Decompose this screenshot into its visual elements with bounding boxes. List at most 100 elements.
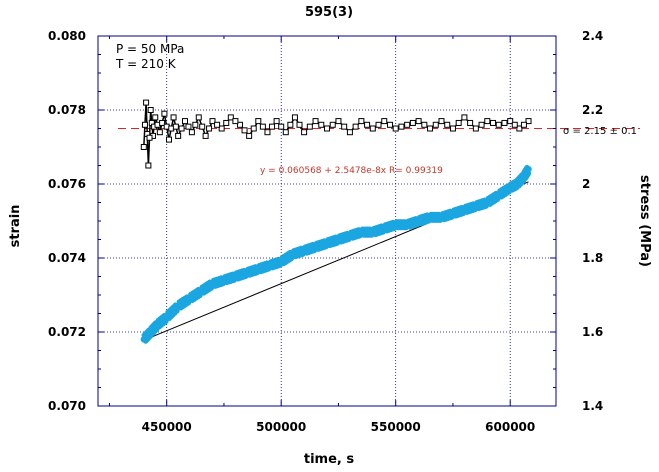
stress-point xyxy=(159,119,166,126)
x-axis-title: time, s xyxy=(304,452,354,467)
strain-point xyxy=(495,196,501,202)
stress-point xyxy=(346,129,353,136)
mean-stress-label: σ = 2.15 ± 0.1 xyxy=(563,126,637,137)
stress-point xyxy=(152,114,159,121)
strain-point xyxy=(163,318,169,325)
stress-point xyxy=(449,125,456,132)
stress-point xyxy=(223,119,230,126)
stress-point xyxy=(461,114,468,121)
stress-point xyxy=(324,125,330,132)
stress-point xyxy=(227,114,234,121)
stress-point xyxy=(199,123,206,130)
stress-point xyxy=(472,125,479,132)
stress-point xyxy=(156,129,163,136)
stress-point xyxy=(427,125,434,132)
stress-point xyxy=(209,118,216,125)
stress-point xyxy=(312,118,319,125)
stress-point xyxy=(278,123,285,130)
grid xyxy=(98,36,556,406)
strain-point xyxy=(357,233,363,239)
stress-point xyxy=(165,136,172,143)
x-axis: 450000 500000 550000 600000 xyxy=(108,36,535,434)
stress-point xyxy=(381,118,388,125)
y-right-tick-label: 1.6 xyxy=(582,325,603,339)
stress-point xyxy=(341,123,348,130)
stress-point xyxy=(259,123,266,130)
strain-point xyxy=(369,232,375,238)
stress-point xyxy=(241,127,248,134)
stress-point xyxy=(421,121,428,128)
stress-point xyxy=(352,123,359,130)
stress-point xyxy=(182,118,189,125)
stress-point xyxy=(218,125,225,132)
y-axis-left: 0.070 0.072 0.074 0.076 0.078 0.080 xyxy=(48,29,104,413)
stress-point xyxy=(364,121,371,128)
stress-point xyxy=(206,125,213,132)
fit-equation-label: y = 0.060568 + 2.5478e-8x R= 0.99319 xyxy=(260,166,443,176)
stress-point xyxy=(185,123,192,130)
y-left-tick-label: 0.074 xyxy=(48,251,86,265)
stress-point xyxy=(335,118,342,125)
stress-point xyxy=(188,129,195,136)
stress-point xyxy=(214,121,221,128)
stress-point xyxy=(409,119,416,126)
stress-point xyxy=(369,125,376,132)
stress-point xyxy=(291,114,298,121)
stress-point xyxy=(195,114,202,121)
y-right-tick-label: 2.4 xyxy=(582,29,603,43)
stress-point xyxy=(501,119,508,126)
stress-point xyxy=(140,144,147,150)
stress-series xyxy=(140,99,532,169)
stress-point xyxy=(404,121,411,128)
stress-point xyxy=(236,121,243,128)
stress-point xyxy=(147,107,154,113)
y-left-tick-label: 0.072 xyxy=(48,325,86,339)
strain-point xyxy=(403,225,409,231)
stress-point xyxy=(301,129,308,136)
y-right-tick-label: 2.2 xyxy=(582,103,603,117)
stress-point xyxy=(282,129,289,136)
y-axis-right: 1.4 1.6 1.8 2 2.2 2.4 xyxy=(550,29,603,413)
y-axis-right-title: stress (MPa) xyxy=(637,175,652,267)
stress-point xyxy=(398,123,405,130)
strain-point xyxy=(426,218,432,224)
chart-title: 595(3) xyxy=(305,5,353,20)
y-right-tick-label: 1.8 xyxy=(582,251,603,265)
pressure-annotation: P = 50 MPa xyxy=(116,42,184,56)
strain-point xyxy=(174,308,180,314)
stress-point xyxy=(507,118,514,125)
stress-point xyxy=(455,119,462,126)
strain-point xyxy=(437,217,443,223)
stress-point xyxy=(255,118,262,125)
stress-point xyxy=(516,125,523,132)
stress-point xyxy=(318,121,325,128)
stress-point xyxy=(175,132,182,139)
stress-point xyxy=(202,132,209,139)
stress-point xyxy=(467,119,474,126)
x-tick-label: 600000 xyxy=(485,420,535,434)
strain-point xyxy=(185,300,192,306)
stress-point xyxy=(172,123,179,130)
stress-point xyxy=(141,121,148,128)
x-tick-label: 500000 xyxy=(256,420,306,434)
stress-point xyxy=(178,125,185,132)
stress-point xyxy=(375,121,382,128)
stress-point xyxy=(170,114,177,121)
strain-point xyxy=(197,292,203,299)
stress-point xyxy=(306,123,313,130)
stress-point xyxy=(525,118,532,125)
stress-point xyxy=(246,132,253,139)
stress-point xyxy=(490,119,497,126)
strain-point xyxy=(391,225,398,231)
stress-point xyxy=(432,121,439,128)
stress-point xyxy=(145,162,152,169)
stress-point xyxy=(296,121,303,128)
stress-point xyxy=(287,121,294,128)
stress-point xyxy=(386,121,393,128)
y-left-tick-label: 0.076 xyxy=(48,177,86,191)
stress-point xyxy=(192,121,199,128)
stress-point xyxy=(358,118,365,125)
stress-point xyxy=(232,118,239,125)
